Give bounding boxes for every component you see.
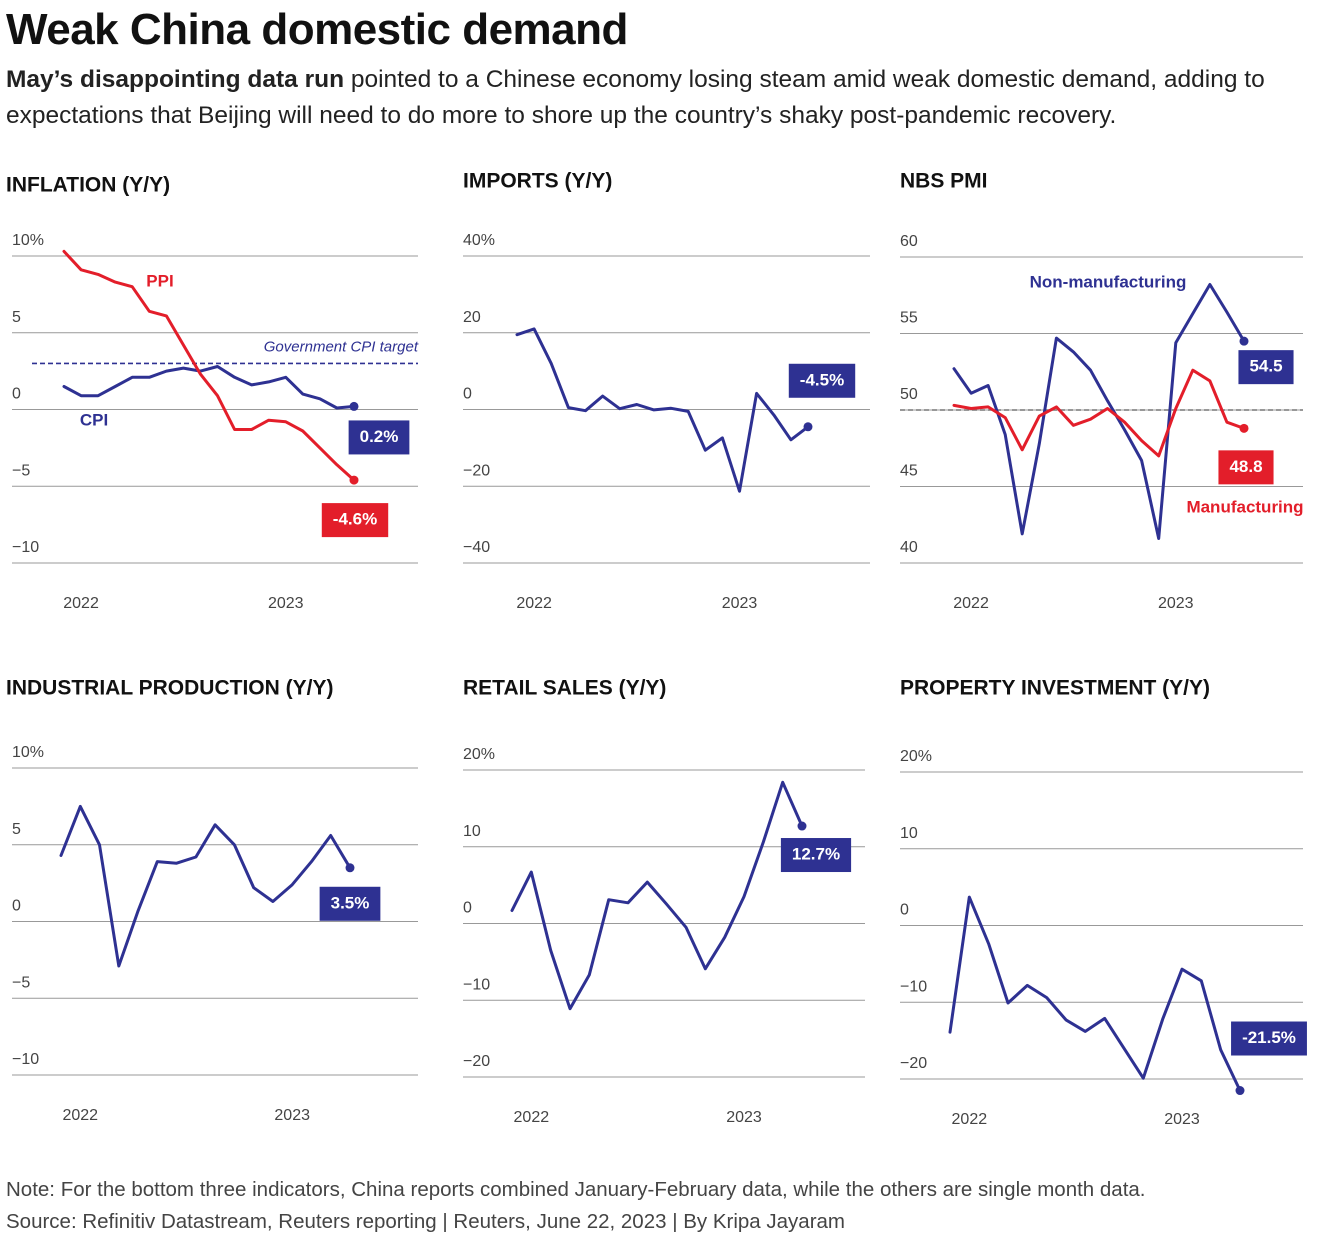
chart-title: INFLATION (Y/Y): [6, 174, 170, 197]
y-tick-label: 40: [900, 539, 918, 556]
end-dot: [1239, 423, 1249, 433]
y-tick-label: −10: [12, 1051, 39, 1068]
x-tick-label: 2022: [62, 1107, 98, 1124]
chart-title: NBS PMI: [900, 170, 988, 193]
x-tick-label: 2022: [516, 595, 552, 612]
end-dot: [1239, 336, 1249, 346]
x-tick-label: 2022: [952, 1111, 988, 1128]
y-tick-label: −10: [12, 539, 39, 556]
value-label: 0.2%: [360, 427, 399, 446]
x-tick-label: 2022: [63, 595, 99, 612]
y-tick-label: 0: [900, 902, 909, 919]
page-title: Weak China domestic demand: [6, 5, 628, 54]
y-tick-label: 0: [463, 386, 472, 403]
y-tick-label: 40%: [463, 232, 495, 249]
value-label: 54.5: [1249, 357, 1282, 376]
end-dot: [797, 821, 807, 831]
y-tick-label: −10: [900, 978, 927, 995]
end-dot: [349, 401, 359, 411]
y-tick-label: 5: [12, 309, 21, 326]
y-tick-label: 50: [900, 386, 918, 403]
footer: Note: For the bottom three indicators, C…: [6, 1174, 1145, 1238]
value-label-box: [319, 886, 381, 921]
value-label-box: [348, 420, 410, 455]
subtitle: May’s disappointing data run pointed to …: [6, 62, 1316, 134]
y-tick-label: 0: [12, 898, 21, 915]
value-label-box: [1231, 1021, 1307, 1056]
value-label: 48.8: [1229, 457, 1262, 476]
y-tick-label: −5: [12, 974, 30, 991]
end-dot: [803, 422, 813, 432]
x-tick-label: 2023: [726, 1109, 762, 1126]
value-label-box: [1238, 350, 1294, 385]
chart-title: INDUSTRIAL PRODUCTION (Y/Y): [6, 677, 333, 700]
value-label-box: [780, 838, 852, 873]
x-tick-label: 2023: [1164, 1111, 1200, 1128]
chart-title: PROPERTY INVESTMENT (Y/Y): [900, 677, 1210, 700]
subtitle-text: pointed to a Chinese economy losing stea…: [6, 66, 1265, 129]
series-line: [62, 249, 356, 482]
y-tick-label: 20: [463, 309, 481, 326]
value-label-box: [321, 503, 389, 538]
x-tick-label: 2022: [953, 595, 989, 612]
x-tick-label: 2022: [514, 1109, 550, 1126]
value-label: -21.5%: [1242, 1028, 1296, 1047]
end-dot: [345, 863, 355, 873]
y-tick-label: 55: [900, 310, 918, 327]
value-label-box: [1218, 450, 1274, 485]
y-tick-label: 10%: [12, 232, 44, 249]
y-tick-label: 10: [463, 823, 481, 840]
reference-label: Government CPI target: [264, 338, 419, 355]
series-label: Non-manufacturing: [1030, 272, 1187, 291]
y-tick-label: −5: [12, 462, 30, 479]
series-line: [515, 327, 810, 493]
y-tick-label: −10: [463, 976, 490, 993]
x-tick-label: 2023: [722, 595, 758, 612]
series-line: [952, 368, 1246, 458]
y-tick-label: 10%: [12, 744, 44, 761]
value-label: 3.5%: [331, 893, 370, 912]
series-label: Manufacturing: [1186, 497, 1303, 516]
series-line: [59, 804, 352, 968]
y-tick-label: 20%: [900, 748, 932, 765]
series-label: CPI: [80, 410, 108, 429]
value-label: -4.6%: [333, 510, 377, 529]
y-tick-label: 10: [900, 825, 918, 842]
x-tick-label: 2023: [1158, 595, 1194, 612]
header: Weak China domestic demand May’s disappo…: [6, 4, 1316, 134]
y-tick-label: −40: [463, 539, 490, 556]
subtitle-lead: May’s disappointing data run: [6, 66, 345, 93]
end-dot: [349, 475, 359, 485]
value-label: -4.5%: [800, 370, 844, 389]
source: Source: Refinitiv Datastream, Reuters re…: [6, 1210, 846, 1233]
y-tick-label: 20%: [463, 746, 495, 763]
note: Note: For the bottom three indicators, C…: [6, 1178, 1146, 1201]
series-line: [62, 365, 356, 410]
series-line: [952, 283, 1246, 540]
value-label: 12.7%: [792, 845, 840, 864]
end-dot: [1235, 1086, 1245, 1096]
y-tick-label: −20: [463, 1053, 490, 1070]
series-line: [948, 895, 1242, 1092]
y-tick-label: 60: [900, 233, 918, 250]
y-tick-label: 0: [463, 900, 472, 917]
y-tick-label: −20: [900, 1055, 927, 1072]
y-tick-label: 0: [12, 386, 21, 403]
chart-title: RETAIL SALES (Y/Y): [463, 677, 666, 700]
y-tick-label: 5: [12, 821, 21, 838]
y-tick-label: 45: [900, 463, 918, 480]
x-tick-label: 2023: [268, 595, 304, 612]
value-label-box: [788, 363, 856, 398]
x-tick-label: 2023: [274, 1107, 310, 1124]
series-line: [510, 780, 804, 1011]
y-tick-label: −20: [463, 462, 490, 479]
series-label: PPI: [146, 271, 173, 290]
chart-title: IMPORTS (Y/Y): [463, 170, 612, 193]
